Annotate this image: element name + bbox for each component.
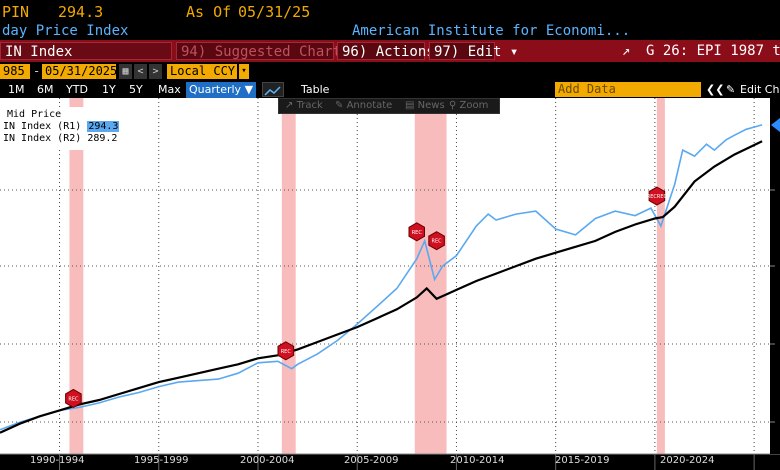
recession-band [414,98,447,454]
ticker-label: PIN [2,3,30,21]
period-6m[interactable]: 6M [37,83,54,96]
news-icon: ▤ [405,100,415,111]
edit-chart-button[interactable]: Edit Cha [740,83,780,96]
annotate-label: Annotate [346,100,393,111]
x-axis: 1990-1994 1995-1999 2000-2004 2005-2009 … [0,452,780,470]
security-description-bar: day Price Index American Institute for E… [0,22,780,40]
recession-marker-label: RECREC [647,194,668,200]
chart-grid [0,98,780,470]
chevron-right-icon[interactable]: > [149,64,162,79]
recession-band [281,98,296,454]
period-1y[interactable]: 1Y [102,83,116,96]
calendar-icon[interactable]: ▦ [119,64,132,79]
right-axis-marker [770,98,780,454]
recession-marker-label: REC [68,396,79,402]
chevron-down-icon: ▾ [509,44,519,60]
legend-item-r1-label: IN Index (R1) [3,121,82,132]
news-label: News [417,100,445,111]
line-chart-icon[interactable] [262,82,284,97]
last-price: 294.3 [58,3,104,21]
period-1m[interactable]: 1M [8,83,25,96]
edit-button[interactable]: 97) Edit ▾ [429,42,518,60]
plot-background [0,98,770,454]
currency-select[interactable]: Local CCY [167,64,237,79]
recession-marker-icon [277,341,295,361]
suggested-charts-button[interactable]: 94) Suggested Charts ▾ [176,42,366,60]
add-data-input[interactable]: Add Data [555,82,701,97]
recession-marker-icon [648,186,666,206]
pencil-icon: ✎ [335,100,344,111]
recession-marker-icon [408,222,425,242]
track-tool[interactable]: ↗ Track [285,100,323,111]
chart-toolbar: ↗ Track ✎ Annotate ▤ News ⚲ Zoom [278,98,500,114]
security-header: PIN 294.3 As Of 05/31/25 [0,0,780,22]
collapse-icon[interactable]: ❮❮ [706,83,725,96]
legend-item-r2-value: 289.2 [87,133,118,144]
chart-title: IN Index [5,44,73,60]
x-tick-label: 2005-2009 [344,455,399,466]
x-tick-label: 2000-2004 [240,455,295,466]
period-5y[interactable]: 5Y [129,83,143,96]
chevron-left-icon[interactable]: < [134,64,147,79]
frequency-select[interactable]: Quarterly ▼ [186,82,257,98]
zoom-tool[interactable]: ⚲ Zoom [449,100,488,111]
recession-marker-label: REC [412,230,423,236]
recession-marker-label: REC [281,349,292,355]
table-button[interactable]: Table [301,83,330,96]
security-description: day Price Index [2,23,129,39]
news-tool[interactable]: ▤ News [405,100,445,111]
chevron-down-icon: ▼ [244,83,254,96]
series-r1-line [0,124,763,431]
recession-bands [69,98,665,454]
chevron-down-icon[interactable]: ▾ [239,64,249,79]
security-source: American Institute for Economi... [352,23,631,39]
suggested-charts-label: 94) Suggested Charts [181,44,350,60]
annotate-tool[interactable]: ✎ Annotate [335,100,392,111]
legend-title: Mid Price [7,109,62,120]
recession-band [656,98,665,454]
recession-marker-icon [65,388,82,408]
series-lines [0,124,763,434]
zoom-label: Zoom [459,100,489,111]
legend-item-r1-value: 294.3 [87,121,120,132]
cursor-icon: ↗ [285,100,294,111]
last-value-tag-icon [771,118,780,132]
x-tick-label: 2010-2014 [450,455,505,466]
legend-item-r2: IN Index (R2) 289.2 [3,133,117,145]
frequency-label: Quarterly [189,83,242,96]
recession-band [69,98,84,454]
x-tick-label: 1995-1999 [134,455,189,466]
right-axis-strip [770,98,780,454]
x-tick-label: 2015-2019 [555,455,610,466]
magnifier-icon: ⚲ [449,100,457,111]
range-bar: 985 - 05/31/2025 ▦ < > Local CCY ▾ [0,62,780,81]
period-bar: 1M 6M YTD 1Y 5Y Max Quarterly ▼ Table Ad… [0,81,780,98]
export-icon[interactable]: ↗ [622,43,631,59]
series-r2-line [0,140,763,434]
legend-item-r1: IN Index (R1) 294.3 [3,121,120,133]
period-ytd[interactable]: YTD [66,83,88,96]
actions-label: 96) Actions [342,44,435,60]
start-date-input[interactable]: 985 [0,64,30,79]
chart-title-tab[interactable]: IN Index [0,42,172,60]
edit-label: 97) Edit [434,44,502,60]
end-date-input[interactable]: 05/31/2025 [42,64,117,79]
legend-item-r2-label: IN Index (R2) [3,133,82,144]
recession-marker-label: REC [432,239,443,245]
range-separator: - [33,64,41,78]
as-of-label: As Of [186,3,232,21]
as-of-date: 05/31/25 [238,3,311,21]
x-tick-label: 1990-1994 [30,455,85,466]
pencil-icon[interactable]: ✎ [726,83,736,96]
recession-marker-icon [428,231,445,251]
chart-legend[interactable]: Mid Price IN Index (R1) 294.3 IN Index (… [0,107,120,150]
actions-button[interactable]: 96) Actions ▾ [337,42,452,60]
x-tick-label: 2020-2024 [660,455,715,466]
period-max[interactable]: Max [158,83,181,96]
track-label: Track [296,100,323,111]
menu-bar: IN Index 94) Suggested Charts ▾ 96) Acti… [0,40,780,62]
chart-name: G 26: EPI 1987 to p [646,43,780,59]
